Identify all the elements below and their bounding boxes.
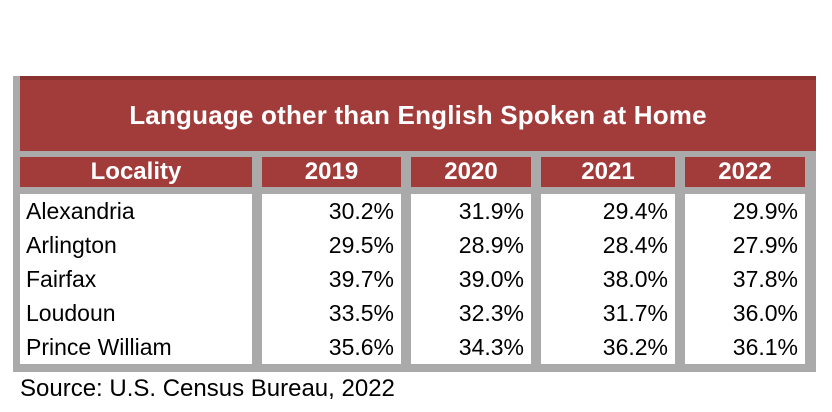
column-header-2021: 2021 [541,157,675,187]
value-cell: 28.9% [411,228,531,262]
locality-cell: Fairfax [20,262,252,296]
data-table: Language other than English Spoken at Ho… [13,76,816,372]
locality-cell: Alexandria [20,194,252,228]
value-cell: 29.4% [541,194,675,228]
column-header-2020: 2020 [411,157,531,187]
value-cell: 39.0% [411,262,531,296]
value-cell: 28.4% [541,228,675,262]
value-cell: 39.7% [262,262,401,296]
table-body: Alexandria 30.2% 31.9% 29.4% 29.9% Arlin… [20,194,805,364]
table-title-bar: Language other than English Spoken at Ho… [20,76,816,151]
value-cell: 32.3% [411,296,531,330]
value-cell: 37.8% [685,262,805,296]
column-header-locality: Locality [20,157,252,187]
value-cell: 36.2% [541,330,675,364]
value-cell: 36.0% [685,296,805,330]
value-cell: 30.2% [262,194,401,228]
column-header-2022: 2022 [685,157,805,187]
value-cell: 38.0% [541,262,675,296]
value-cell: 27.9% [685,228,805,262]
value-cell: 29.9% [685,194,805,228]
table-title: Language other than English Spoken at Ho… [129,100,707,130]
value-cell: 31.9% [411,194,531,228]
value-cell: 31.7% [541,296,675,330]
value-cell: 29.5% [262,228,401,262]
locality-cell: Arlington [20,228,252,262]
source-note: Source: U.S. Census Bureau, 2022 [20,375,395,402]
value-cell: 33.5% [262,296,401,330]
value-cell: 36.1% [685,330,805,364]
column-header-2019: 2019 [262,157,401,187]
locality-cell: Loudoun [20,296,252,330]
value-cell: 35.6% [262,330,401,364]
locality-cell: Prince William [20,330,252,364]
value-cell: 34.3% [411,330,531,364]
table-header-row: Locality 2019 2020 2021 2022 [20,157,805,187]
